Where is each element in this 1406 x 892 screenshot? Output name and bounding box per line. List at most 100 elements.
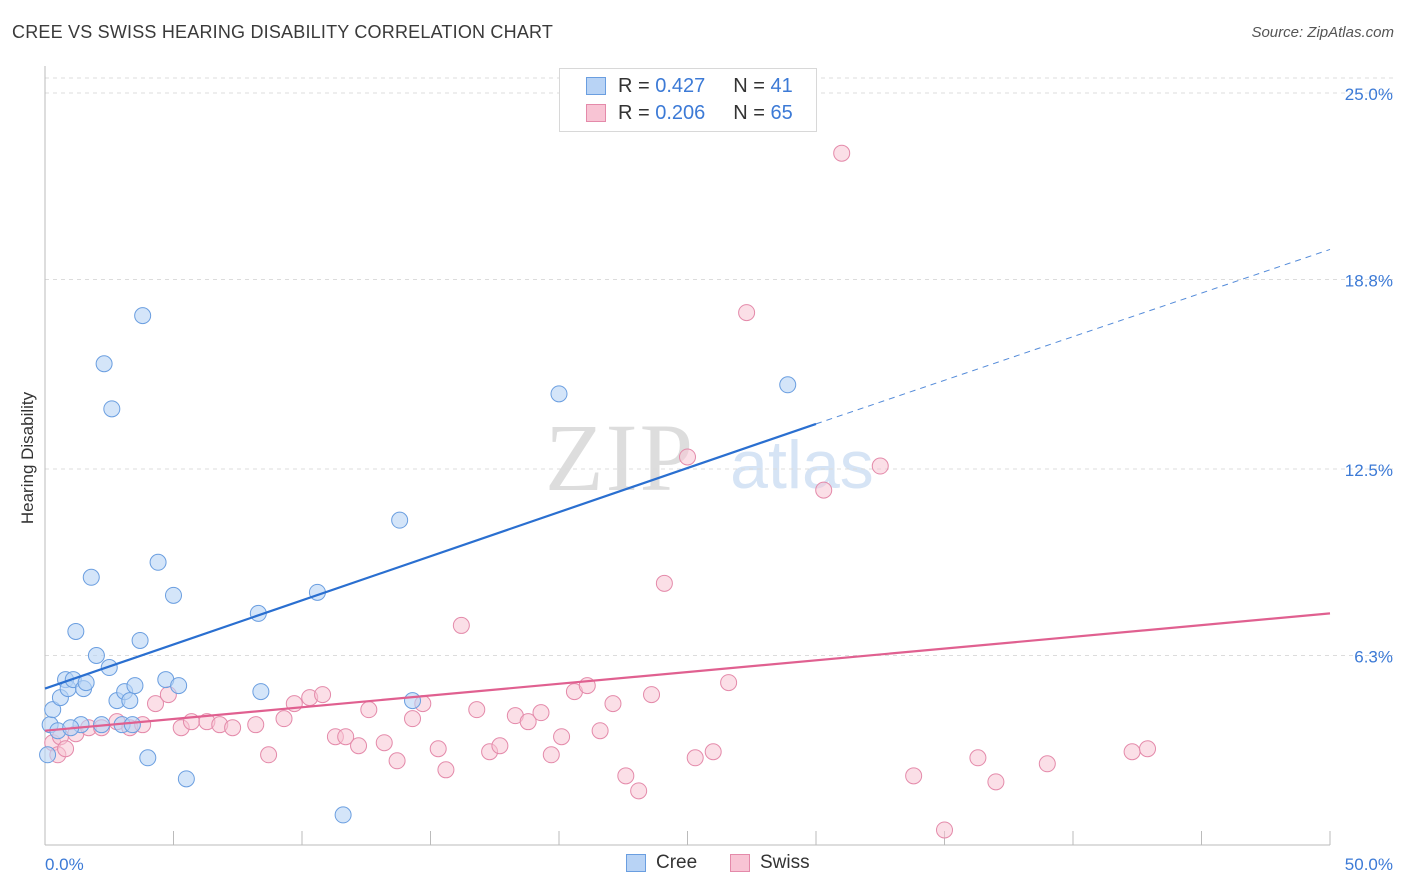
source-label: Source: ZipAtlas.com [1251, 24, 1394, 41]
swiss-point [452, 616, 470, 634]
swiss-point [1123, 743, 1141, 761]
swiss-point [519, 713, 537, 731]
cree-point [131, 631, 149, 649]
swiss-point [553, 728, 571, 746]
cree-point [126, 677, 144, 695]
cree-point [82, 568, 100, 586]
cree-series [39, 307, 797, 824]
y-tick-label: 18.8% [1345, 272, 1393, 291]
legend-n-label: N = [733, 101, 771, 124]
swiss-point [337, 728, 355, 746]
swiss-point [388, 752, 406, 770]
legend-item-cree[interactable]: Cree [626, 852, 697, 874]
legend-label-cree: Cree [656, 852, 698, 873]
swiss-point [375, 734, 393, 752]
tick-labels: 6.3% 12.5% 18.8% 25.0% 0.0% 50.0% [45, 85, 1393, 874]
swiss-point [224, 719, 242, 737]
legend-n-value: 41 [770, 74, 793, 97]
watermark-atlas: atlas [730, 427, 874, 503]
swiss-point [738, 304, 756, 322]
swiss-point [247, 716, 265, 734]
cree-swatch [586, 77, 606, 95]
x-tick-label: 50.0% [1345, 855, 1393, 874]
swiss-swatch [586, 104, 606, 122]
swiss-point [147, 695, 165, 713]
swiss-point [1038, 755, 1056, 773]
legend-r-value: 0.427 [655, 74, 706, 97]
cree-point [404, 692, 422, 710]
cree-swatch [626, 854, 646, 872]
y-tick-label: 12.5% [1345, 461, 1393, 480]
swiss-point [833, 144, 851, 162]
swiss-point [720, 674, 738, 692]
gridlines [45, 77, 1395, 657]
swiss-point [542, 746, 560, 764]
watermark-zip: ZIP [545, 404, 695, 511]
cree-point [44, 701, 62, 719]
swiss-point [1139, 740, 1157, 758]
y-tick-label: 6.3% [1354, 648, 1393, 667]
y-tick-label: 25.0% [1345, 85, 1393, 104]
cree-point [550, 385, 568, 403]
swiss-point [686, 749, 704, 767]
swiss-point [260, 746, 278, 764]
swiss-point [905, 767, 923, 785]
legend-r-label: R = [618, 101, 656, 124]
swiss-point [969, 749, 987, 767]
axes [44, 66, 1331, 846]
series-legend: Cree Swiss [0, 852, 1406, 876]
cree-point [95, 355, 113, 373]
swiss-point [429, 740, 447, 758]
swiss-point [532, 704, 550, 722]
legend-item-swiss[interactable]: Swiss [730, 852, 810, 874]
trend-lines [44, 248, 1331, 732]
swiss-point [936, 821, 953, 839]
swiss-point [491, 737, 509, 755]
swiss-point [679, 448, 696, 466]
swiss-swatch [730, 854, 750, 872]
cree-trend-line [44, 422, 817, 690]
x-tick-label: 0.0% [45, 855, 84, 874]
swiss-point [643, 686, 661, 704]
swiss-point [468, 701, 486, 719]
legend-n-label: N = [733, 74, 771, 97]
cree-point [87, 647, 105, 665]
cree-point [779, 376, 797, 394]
legend-label-swiss: Swiss [760, 852, 810, 873]
swiss-point [630, 782, 648, 800]
y-axis-label: Hearing Disability [18, 391, 37, 525]
cree-point [177, 770, 195, 788]
swiss-point [617, 767, 635, 785]
cree-point [391, 511, 409, 529]
swiss-point [987, 773, 1005, 791]
swiss-point [591, 722, 609, 740]
cree-point [123, 716, 141, 734]
swiss-point [360, 701, 378, 719]
legend-r-label: R = [618, 74, 656, 97]
legend-r-value: 0.206 [655, 101, 706, 124]
swiss-point [57, 740, 75, 758]
swiss-point [314, 686, 332, 704]
cree-point [165, 586, 182, 604]
swiss-point [437, 761, 455, 779]
cree-point [149, 553, 167, 571]
cree-point [134, 307, 152, 325]
swiss-point [655, 574, 673, 592]
legend-row-swiss: R = 0.206 N = 65 [586, 101, 793, 125]
swiss-point [871, 457, 889, 475]
swiss-point [704, 743, 722, 761]
swiss-point [275, 710, 293, 728]
cree-trend-extension [815, 248, 1331, 425]
swiss-point [604, 695, 622, 713]
cree-point [103, 400, 121, 418]
swiss-point [404, 710, 422, 728]
legend-row-cree: R = 0.427 N = 41 [586, 74, 793, 98]
correlation-legend: R = 0.427 N = 41 R = 0.206 N = 65 [559, 68, 817, 132]
cree-point [39, 746, 57, 764]
cree-point [334, 806, 352, 824]
swiss-point [815, 481, 833, 499]
cree-point [67, 622, 85, 640]
cree-point [139, 749, 157, 767]
legend-n-value: 65 [770, 101, 793, 124]
